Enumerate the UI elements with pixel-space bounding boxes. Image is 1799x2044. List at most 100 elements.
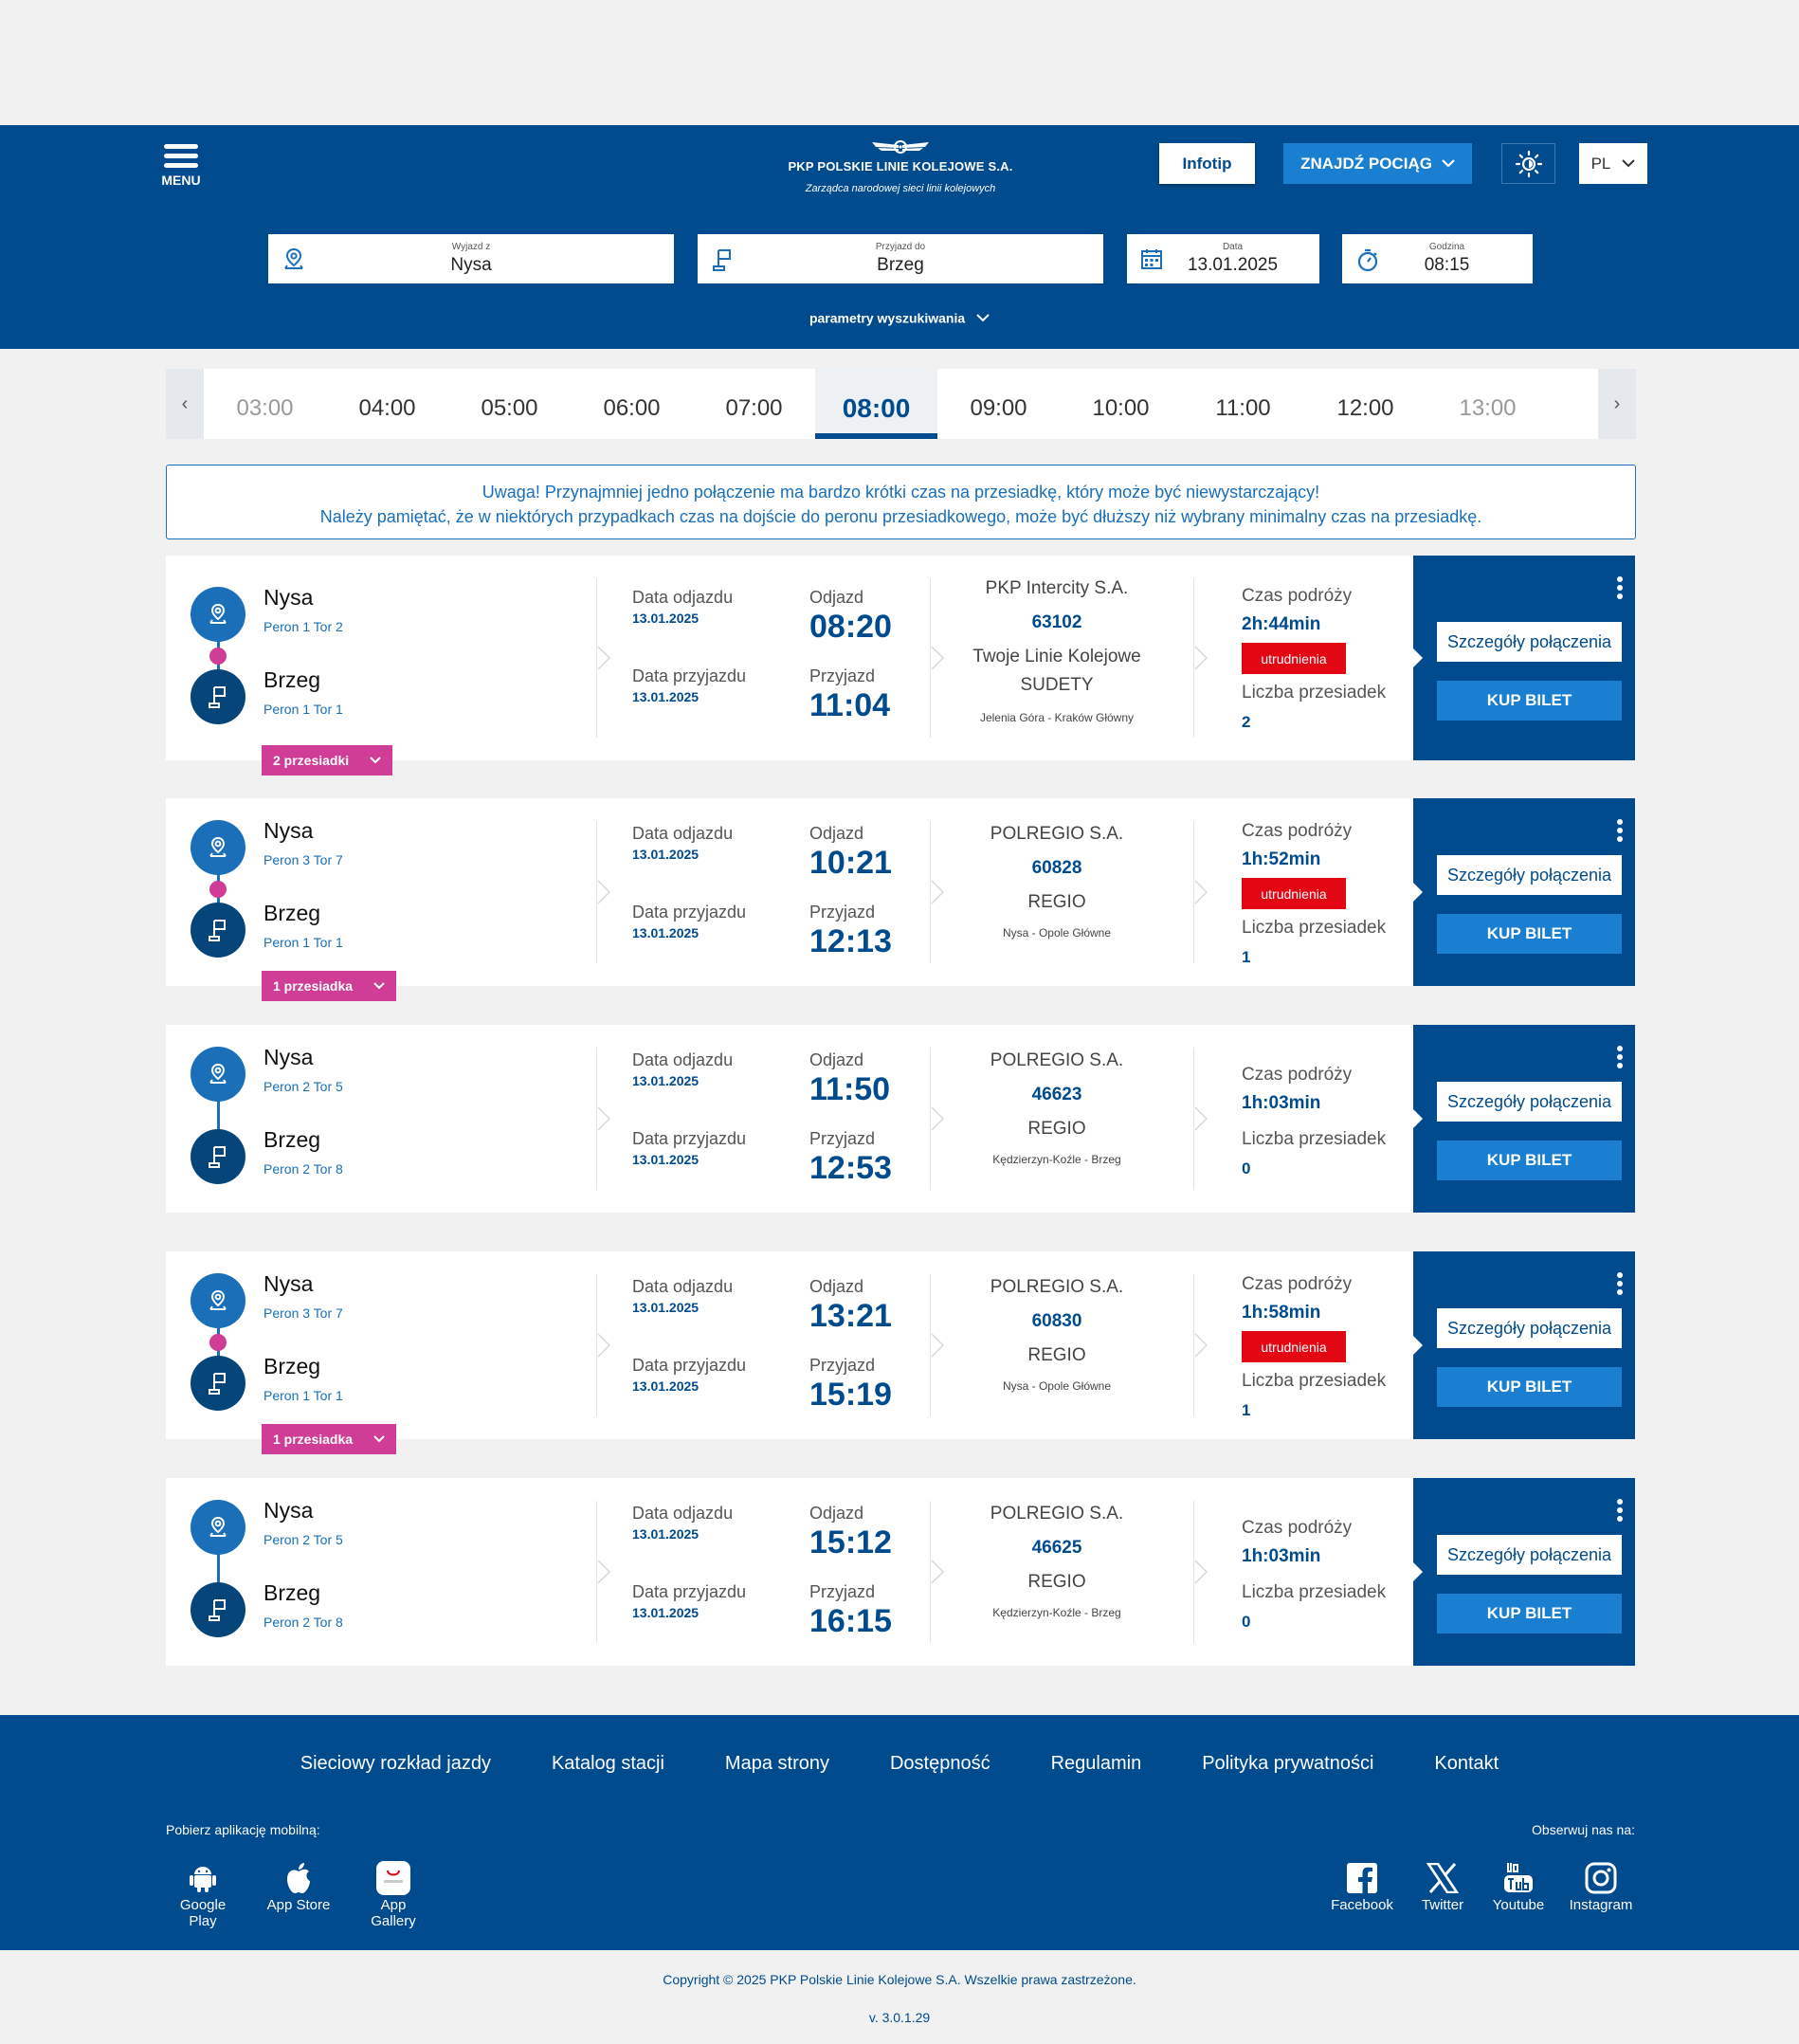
chevron-right-icon — [597, 1333, 611, 1358]
facebook-label: Facebook — [1331, 1897, 1393, 1913]
arrival-date-label: Data przyjazdu — [632, 903, 747, 922]
buy-ticket-button[interactable]: KUP BILET — [1437, 681, 1622, 721]
divider — [1193, 1274, 1194, 1416]
hour-tab-1300[interactable]: 13:00 — [1459, 395, 1517, 421]
transfers-badge-label: 1 przesiadka — [273, 1432, 354, 1447]
train-number[interactable]: 46623 — [1031, 1085, 1082, 1104]
train-brand: REGIO — [1027, 1119, 1086, 1139]
connection-details-button[interactable]: Szczegóły połączenia — [1437, 1535, 1622, 1575]
route-stations: Nysa Peron 2 Tor 5 Brzeg Peron 2 Tor 8 — [166, 1478, 596, 1666]
hour-tab-1100[interactable]: 11:00 — [1215, 395, 1271, 421]
chevron-right-icon — [597, 1560, 611, 1584]
footer-link-3[interactable]: Dostępność — [889, 1753, 990, 1774]
hour-tab-0700[interactable]: 07:00 — [725, 395, 783, 421]
connection-details-button[interactable]: Szczegóły połączenia — [1437, 622, 1622, 662]
divider — [1193, 578, 1194, 738]
hour-tab-0800[interactable]: 08:00 — [815, 369, 937, 439]
footer-link-0[interactable]: Sieciowy rozkład jazdy — [300, 1753, 491, 1774]
youtube-link[interactable]: Youtube — [1488, 1859, 1549, 1913]
more-options-icon[interactable] — [1617, 1499, 1623, 1524]
buy-ticket-button[interactable]: KUP BILET — [1437, 1141, 1622, 1180]
instagram-label: Instagram — [1569, 1897, 1633, 1913]
route-line — [217, 1538, 220, 1601]
language-select[interactable]: PL — [1579, 143, 1647, 184]
search-params-toggle[interactable]: parametry wyszukiwania — [0, 309, 1799, 325]
train-brand: REGIO — [1027, 1572, 1086, 1592]
chevron-right-icon: › — [1613, 392, 1621, 414]
menu-button[interactable]: MENU — [157, 144, 205, 188]
to-label: Przyjazd do — [875, 242, 926, 252]
from-station-field[interactable]: Wyjazd z Nysa — [268, 234, 674, 283]
transfers-count-label: Liczba przesiadek — [1242, 1371, 1387, 1391]
transfers-toggle[interactable]: 2 przesiadki — [262, 745, 393, 776]
more-options-icon[interactable] — [1617, 1046, 1623, 1071]
arrival-station-name: Brzeg — [263, 1580, 321, 1605]
more-options-icon[interactable] — [1617, 1272, 1623, 1298]
date-field[interactable]: Data 13.01.2025 — [1127, 234, 1319, 283]
destination-flag-icon — [209, 1146, 226, 1168]
more-options-icon[interactable] — [1617, 576, 1623, 602]
carrier-info: POLREGIO S.A. 60828 REGIO Nysa - Opole Głów… — [934, 824, 1180, 940]
travel-time: 2h:44min — [1242, 614, 1321, 634]
train-number[interactable]: 63102 — [1031, 612, 1082, 632]
connection-details-button[interactable]: Szczegóły połączenia — [1437, 1308, 1622, 1348]
sun-icon — [1515, 150, 1542, 177]
facebook-link[interactable]: Facebook — [1327, 1859, 1397, 1913]
language-value: PL — [1590, 154, 1611, 173]
logo-tagline: Zarządca narodowej sieci linii kolejowyc… — [805, 183, 996, 194]
instagram-link[interactable]: Instagram — [1566, 1859, 1636, 1913]
buy-ticket-button[interactable]: KUP BILET — [1437, 1594, 1622, 1633]
app-store-link[interactable]: App Store — [265, 1859, 332, 1913]
hour-tab-0300[interactable]: 03:00 — [236, 395, 294, 421]
time-field[interactable]: Godzina 08:15 — [1342, 234, 1533, 283]
find-train-button[interactable]: ZNAJDŹ POCIĄG — [1283, 143, 1472, 184]
arrival-station-marker — [191, 903, 245, 958]
divider — [596, 821, 597, 963]
train-number[interactable]: 60830 — [1031, 1311, 1082, 1331]
footer-link-4[interactable]: Regulamin — [1050, 1753, 1142, 1774]
app-gallery-link[interactable]: App Gallery — [356, 1859, 430, 1929]
train-number[interactable]: 60828 — [1031, 858, 1082, 878]
transfers-count: 1 — [1242, 948, 1251, 966]
departure-date: 13.01.2025 — [632, 847, 700, 862]
logo[interactable]: PKP POLSKIE LINIE KOLEJOWE S.A. Zarządca… — [787, 137, 1014, 194]
twitter-link[interactable]: Twitter — [1416, 1859, 1469, 1913]
train-number[interactable]: 46625 — [1031, 1538, 1082, 1558]
chevron-left-icon: ‹ — [181, 392, 189, 414]
connection-details-button[interactable]: Szczegóły połączenia — [1437, 1082, 1622, 1122]
footer-link-2[interactable]: Mapa strony — [724, 1753, 829, 1774]
difficulties-badge[interactable]: utrudnienia — [1242, 878, 1346, 909]
difficulties-badge[interactable]: utrudnienia — [1242, 1331, 1346, 1362]
transfers-toggle[interactable]: 1 przesiadka — [262, 1424, 397, 1454]
to-station-field[interactable]: Przyjazd do Brzeg — [698, 234, 1103, 283]
chevron-right-icon — [1194, 1106, 1208, 1131]
departure-station-name: Nysa — [263, 818, 314, 843]
route-stations: Nysa Peron 3 Tor 7 Brzeg Peron 1 Tor 1 1 prz… — [166, 1251, 596, 1454]
chevron-right-icon — [931, 646, 945, 670]
hour-tab-1000[interactable]: 10:00 — [1092, 395, 1150, 421]
hour-tab-0600[interactable]: 06:00 — [603, 395, 661, 421]
logo-name: PKP POLSKIE LINIE KOLEJOWE S.A. — [788, 159, 1013, 173]
footer-link-6[interactable]: Kontakt — [1434, 1753, 1499, 1774]
hour-tab-0400[interactable]: 04:00 — [358, 395, 416, 421]
transfer-dot — [209, 1334, 227, 1351]
footer-link-5[interactable]: Polityka prywatności — [1202, 1753, 1374, 1774]
more-options-icon[interactable] — [1617, 819, 1623, 845]
divider — [1193, 1048, 1194, 1190]
version: v. 3.0.1.29 — [868, 2010, 931, 2025]
google-play-link[interactable]: Google Play — [166, 1859, 240, 1929]
carrier-name: PKP Intercity S.A. — [985, 578, 1129, 598]
buy-ticket-button[interactable]: KUP BILET — [1437, 1367, 1622, 1407]
difficulties-badge[interactable]: utrudnienia — [1242, 643, 1346, 674]
hour-next-button[interactable]: › — [1598, 369, 1636, 439]
hour-prev-button[interactable]: ‹ — [166, 369, 204, 439]
footer-link-1[interactable]: Katalog stacji — [551, 1753, 664, 1774]
infotip-button[interactable]: Infotip — [1159, 143, 1255, 184]
hour-tab-0900[interactable]: 09:00 — [970, 395, 1027, 421]
buy-ticket-button[interactable]: KUP BILET — [1437, 914, 1622, 954]
theme-toggle-button[interactable] — [1501, 143, 1555, 184]
hour-tab-1200[interactable]: 12:00 — [1336, 395, 1394, 421]
hour-tab-0500[interactable]: 05:00 — [481, 395, 538, 421]
transfers-toggle[interactable]: 1 przesiadka — [262, 971, 397, 1001]
connection-details-button[interactable]: Szczegóły połączenia — [1437, 855, 1622, 895]
